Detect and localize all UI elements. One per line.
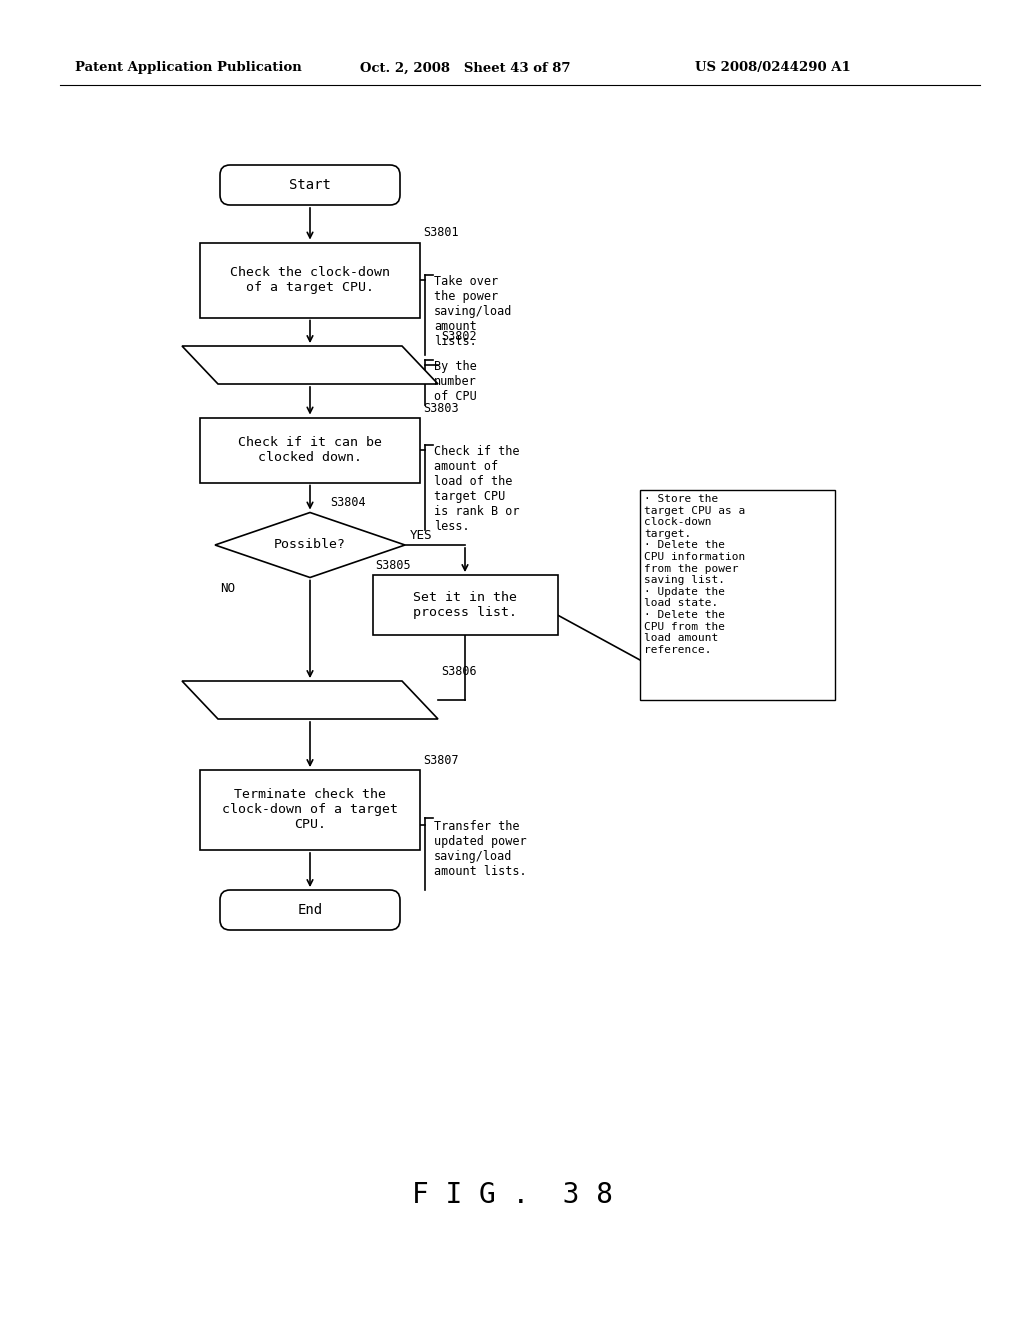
FancyBboxPatch shape (220, 165, 400, 205)
Text: Check if the
amount of
load of the
target CPU
is rank B or
less.: Check if the amount of load of the targe… (434, 445, 519, 533)
Text: S3805: S3805 (375, 558, 411, 572)
FancyBboxPatch shape (200, 770, 420, 850)
Text: S3804: S3804 (330, 496, 366, 510)
Text: Terminate check the
clock-down of a target
CPU.: Terminate check the clock-down of a targ… (222, 788, 398, 832)
Text: Start: Start (289, 178, 331, 191)
Text: · Store the
target CPU as a
clock-down
target.
· Delete the
CPU information
from: · Store the target CPU as a clock-down t… (644, 494, 745, 655)
FancyBboxPatch shape (373, 576, 557, 635)
Text: End: End (297, 903, 323, 917)
Text: S3803: S3803 (423, 401, 459, 414)
Text: YES: YES (410, 529, 432, 543)
Text: Set it in the
process list.: Set it in the process list. (413, 591, 517, 619)
Text: Check if it can be
clocked down.: Check if it can be clocked down. (238, 436, 382, 465)
Text: Possible?: Possible? (274, 539, 346, 552)
Polygon shape (182, 346, 438, 384)
Text: S3806: S3806 (441, 665, 476, 678)
Text: Oct. 2, 2008   Sheet 43 of 87: Oct. 2, 2008 Sheet 43 of 87 (360, 62, 570, 74)
Polygon shape (182, 681, 438, 719)
Text: US 2008/0244290 A1: US 2008/0244290 A1 (695, 62, 851, 74)
FancyBboxPatch shape (640, 490, 835, 700)
FancyBboxPatch shape (200, 417, 420, 483)
Text: Transfer the
updated power
saving/load
amount lists.: Transfer the updated power saving/load a… (434, 820, 526, 878)
Text: Take over
the power
saving/load
amount
lists.: Take over the power saving/load amount l… (434, 275, 512, 348)
Text: Check the clock-down
of a target CPU.: Check the clock-down of a target CPU. (230, 267, 390, 294)
Text: S3802: S3802 (441, 330, 476, 343)
FancyBboxPatch shape (220, 890, 400, 931)
Text: S3807: S3807 (423, 754, 459, 767)
Text: S3801: S3801 (423, 227, 459, 239)
Polygon shape (215, 512, 406, 578)
Text: F I G .  3 8: F I G . 3 8 (412, 1181, 612, 1209)
FancyBboxPatch shape (200, 243, 420, 318)
Text: NO: NO (220, 582, 234, 595)
Text: Patent Application Publication: Patent Application Publication (75, 62, 302, 74)
Text: By the
number
of CPU: By the number of CPU (434, 360, 477, 403)
